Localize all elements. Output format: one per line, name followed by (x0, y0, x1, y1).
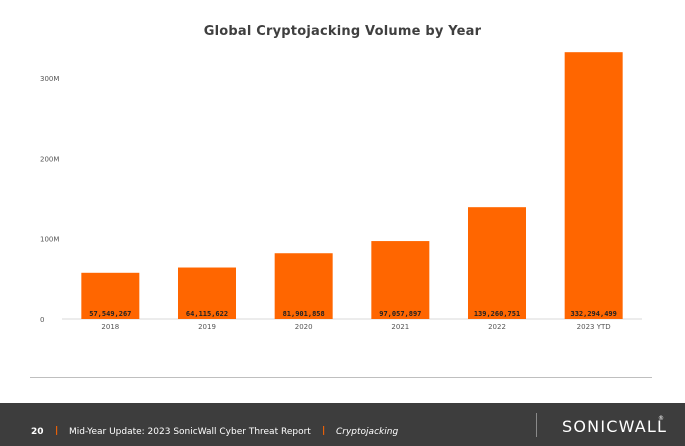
bar (274, 253, 333, 319)
chart-title: Global Cryptojacking Volume by Year (203, 24, 482, 39)
bar (564, 52, 623, 319)
data-label: 97,057,897 (379, 310, 421, 318)
y-tick-label: 300M (40, 75, 59, 83)
footer-separator: | (55, 426, 59, 436)
brand-registered-mark: ® (658, 415, 664, 422)
report-title: Mid-Year Update: 2023 SonicWall Cyber Th… (69, 427, 311, 437)
bar (81, 272, 140, 319)
data-label: 57,549,267 (89, 310, 131, 318)
page-number: 20 (31, 427, 44, 437)
bar (371, 241, 430, 319)
divider (30, 377, 652, 378)
footer-bar: 20 | Mid-Year Update: 2023 SonicWall Cyb… (0, 403, 685, 446)
bar (468, 207, 526, 319)
data-label: 64,115,622 (186, 310, 228, 318)
y-tick-label: 0 (40, 316, 44, 324)
bar-chart: 0 100M 200M 300M 57,549,267 2018 64,115,622 201… (40, 52, 642, 331)
brand-logo: SONICWALL (562, 417, 668, 436)
x-tick-label: 2020 (295, 323, 313, 331)
footer-divider (536, 413, 537, 437)
y-tick-label: 100M (40, 236, 59, 244)
x-tick-label: 2019 (198, 323, 216, 331)
x-tick-label: 2022 (488, 323, 506, 331)
bar (178, 267, 236, 319)
data-label: 332,294,499 (570, 310, 616, 318)
x-tick-label: 2021 (391, 323, 409, 331)
section-name: Cryptojacking (336, 427, 399, 437)
x-tick-label: 2023 YTD (577, 323, 611, 331)
data-label: 81,901,858 (283, 310, 325, 318)
x-tick-label: 2018 (101, 323, 119, 331)
y-tick-label: 200M (40, 155, 59, 163)
footer-separator: | (322, 426, 326, 436)
data-label: 139,260,751 (474, 310, 520, 318)
